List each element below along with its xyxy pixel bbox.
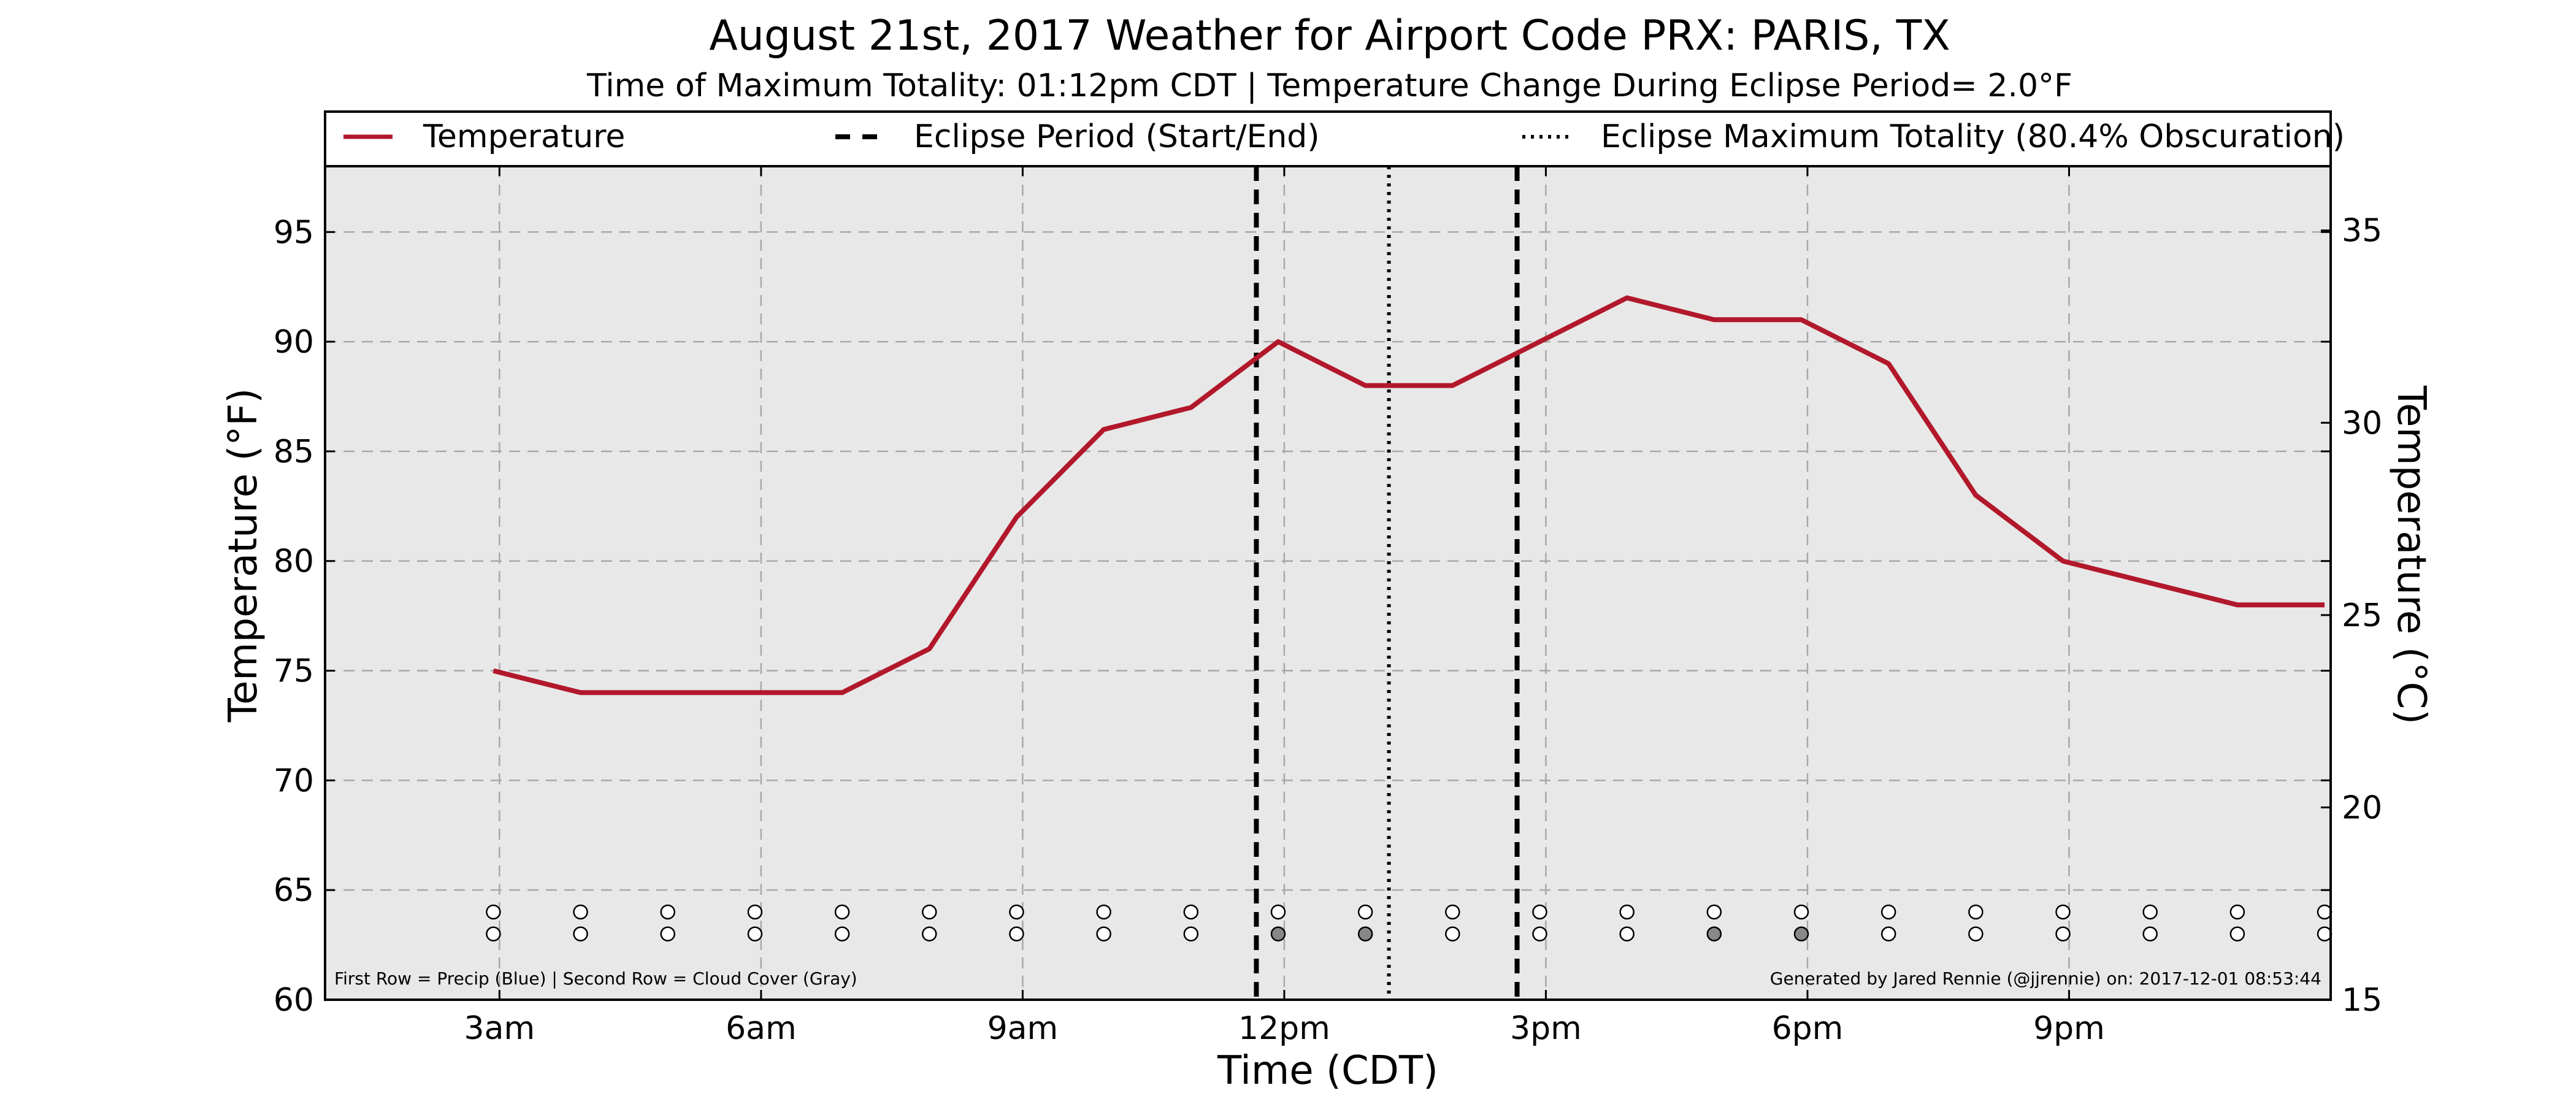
- cloud-marker: [1532, 926, 1547, 941]
- precip-marker: [1532, 904, 1547, 920]
- precip-marker: [573, 904, 588, 920]
- precip-marker: [2055, 904, 2071, 920]
- y-right-tick-label: 35: [2342, 213, 2382, 250]
- cloud-marker: [573, 926, 588, 941]
- precip-marker: [1183, 904, 1199, 920]
- cloud-marker: [1009, 926, 1024, 941]
- y-right-tick-label: 30: [2342, 405, 2382, 442]
- precip-marker: [486, 904, 501, 920]
- y-tick-label: 80: [274, 543, 314, 580]
- y-axis-left: 60 65 70 75 80 85 90 95: [274, 214, 2331, 1019]
- cloud-marker: [1619, 926, 1635, 941]
- precip-marker: [2317, 904, 2333, 920]
- temperature-line: [493, 295, 2325, 696]
- legend-label-eclipse-period: Eclipse Period (Start/End): [914, 118, 1320, 155]
- cloud-marker: [834, 926, 850, 941]
- precip-marker: [1706, 904, 1722, 920]
- y-tick-label: 70: [274, 762, 314, 799]
- eclipse-lines: [1254, 166, 1520, 1000]
- y-right-tick-label: 20: [2342, 789, 2382, 826]
- cloud-marker: [1968, 926, 1984, 941]
- y-axis-label-left: Temperature (°F): [221, 388, 266, 723]
- precip-marker: [922, 904, 937, 920]
- cloud-marker: [1706, 926, 1722, 941]
- x-tick-label: 6pm: [1772, 1010, 1844, 1047]
- chart-title: August 21st, 2017 Weather for Airport Co…: [709, 12, 1950, 60]
- y-axis-label-right: Temperature (°C): [2388, 385, 2434, 724]
- cloud-marker: [2142, 926, 2158, 941]
- cloud-marker: [2317, 926, 2333, 941]
- x-axis: 3am 6am 9am 12pm 3pm 6pm 9pm: [464, 166, 2105, 1047]
- precip-marker: [1009, 904, 1024, 920]
- plot-area: [325, 166, 2331, 1000]
- precip-marker: [1357, 904, 1373, 920]
- cloud-marker: [2229, 926, 2245, 941]
- precip-marker: [1968, 904, 1984, 920]
- y-tick-label: 60: [274, 982, 314, 1019]
- y-tick-label: 85: [274, 434, 314, 470]
- y-axis-right: 15 20 25 30 35: [2321, 213, 2382, 1019]
- footnote-right: Generated by Jared Rennie (@jjrennie) on…: [1770, 968, 2321, 989]
- status-markers: [486, 904, 2333, 941]
- precip-marker: [2142, 904, 2158, 920]
- cloud-marker: [1445, 926, 1460, 941]
- legend-label-eclipse-max: Eclipse Maximum Totality (80.4% Obscurat…: [1601, 118, 2345, 155]
- cloud-marker: [2055, 926, 2071, 941]
- cloud-marker: [1357, 926, 1373, 941]
- cloud-marker: [486, 926, 501, 941]
- x-tick-label: 9pm: [2033, 1010, 2105, 1047]
- precip-marker: [834, 904, 850, 920]
- precip-marker: [2229, 904, 2245, 920]
- x-tick-label: 12pm: [1238, 1010, 1330, 1047]
- cloud-marker: [1096, 926, 1111, 941]
- y-right-tick-label: 25: [2342, 597, 2382, 634]
- y-tick-label: 75: [274, 653, 314, 690]
- y-tick-label: 95: [274, 214, 314, 251]
- cloud-marker: [747, 926, 763, 941]
- legend-box: [324, 110, 2332, 167]
- x-tick-label: 3pm: [1510, 1010, 1582, 1047]
- y-tick-label: 90: [274, 324, 314, 361]
- precip-marker: [660, 904, 675, 920]
- x-tick-label: 9am: [987, 1010, 1059, 1047]
- y-right-tick-label: 15: [2342, 982, 2382, 1019]
- cloud-marker: [1183, 926, 1199, 941]
- temperature-series: [493, 295, 2325, 696]
- legend-label-temperature: Temperature: [423, 118, 625, 155]
- y-tick-label: 65: [274, 872, 314, 909]
- cloud-marker: [660, 926, 675, 941]
- precip-marker: [1270, 904, 1286, 920]
- cloud-marker: [1880, 926, 1896, 941]
- cloud-marker: [922, 926, 937, 941]
- x-axis-label: Time (CDT): [1217, 1048, 1438, 1094]
- x-tick-label: 6am: [726, 1010, 797, 1047]
- precip-marker: [1096, 904, 1111, 920]
- precip-marker: [1445, 904, 1460, 920]
- gridlines: [325, 166, 2331, 1000]
- footnote-left: First Row = Precip (Blue) | Second Row =…: [334, 968, 857, 989]
- precip-marker: [1619, 904, 1635, 920]
- cloud-marker: [1793, 926, 1809, 941]
- chart-subtitle: Time of Maximum Totality: 01:12pm CDT | …: [586, 67, 2072, 104]
- precip-marker: [1793, 904, 1809, 920]
- x-tick-label: 3am: [464, 1010, 535, 1047]
- cloud-marker: [1270, 926, 1286, 941]
- precip-marker: [1880, 904, 1896, 920]
- precip-marker: [747, 904, 763, 920]
